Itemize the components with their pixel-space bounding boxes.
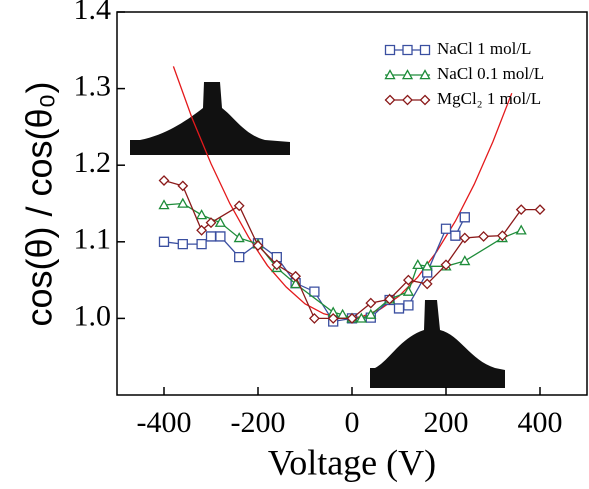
legend-marker xyxy=(401,69,414,80)
marker xyxy=(158,236,170,247)
marker xyxy=(327,312,339,324)
marker xyxy=(440,223,452,234)
marker xyxy=(308,312,320,324)
marker xyxy=(289,278,302,289)
marker xyxy=(233,232,245,243)
y-tick-label: 1.4 xyxy=(74,0,112,26)
marker xyxy=(233,200,245,212)
marker xyxy=(290,270,302,282)
legend-marker xyxy=(402,44,413,56)
marker xyxy=(271,259,283,271)
marker xyxy=(421,278,433,290)
legend-label: NaCl 0.1 mol/L xyxy=(437,64,544,83)
marker xyxy=(515,204,527,216)
marker xyxy=(459,212,470,223)
marker xyxy=(205,217,217,229)
marker xyxy=(403,300,414,311)
marker xyxy=(158,175,170,186)
marker xyxy=(393,303,405,314)
marker xyxy=(214,216,227,227)
x-tick-label: 400 xyxy=(518,406,563,439)
marker xyxy=(196,224,208,236)
y-tick-label: 1.3 xyxy=(74,69,112,102)
y-tick-label: 1.1 xyxy=(74,223,112,256)
legend-marker xyxy=(419,44,431,56)
marker xyxy=(177,238,188,250)
marker xyxy=(271,251,282,263)
marker xyxy=(421,260,433,271)
legend-label: NaCl 1 mol/L xyxy=(437,39,531,58)
marker xyxy=(450,230,461,241)
droplet-image xyxy=(370,300,505,388)
marker xyxy=(459,255,471,266)
legend-marker xyxy=(419,69,431,80)
marker xyxy=(412,258,424,270)
legend-marker xyxy=(402,94,413,106)
marker xyxy=(459,232,471,244)
marker xyxy=(496,230,508,242)
legend-marker xyxy=(419,94,431,106)
y-axis-label: cos(θ) / cos(θ₀) xyxy=(19,82,60,327)
legend-marker xyxy=(384,69,396,80)
marker xyxy=(515,224,527,235)
x-tick-label: -200 xyxy=(231,406,286,439)
x-tick-label: 0 xyxy=(345,406,360,439)
marker xyxy=(346,312,358,324)
marker xyxy=(309,286,320,297)
marker xyxy=(365,297,377,309)
legend-marker xyxy=(384,44,396,56)
legend-marker xyxy=(384,94,396,106)
y-tick-label: 1.2 xyxy=(74,146,112,179)
marker xyxy=(402,285,415,296)
x-tick-label: -400 xyxy=(137,406,192,439)
marker xyxy=(234,251,245,263)
marker xyxy=(384,293,396,305)
marker xyxy=(252,240,264,252)
y-tick-label: 1.0 xyxy=(74,299,112,332)
marker xyxy=(365,308,377,319)
droplet-image xyxy=(130,82,290,155)
marker xyxy=(196,238,207,250)
marker xyxy=(355,312,368,323)
marker xyxy=(195,209,208,220)
x-axis-label: Voltage (V) xyxy=(268,442,436,482)
marker xyxy=(177,180,189,192)
marker xyxy=(402,274,414,286)
marker xyxy=(205,231,217,242)
x-tick-label: 200 xyxy=(424,406,469,439)
marker xyxy=(440,259,452,271)
marker xyxy=(534,204,546,216)
marker xyxy=(478,231,490,242)
legend-label: MgCl₂ 1 mol/L xyxy=(437,89,541,108)
marker xyxy=(215,231,226,242)
marker xyxy=(177,197,189,208)
marker xyxy=(158,199,170,210)
